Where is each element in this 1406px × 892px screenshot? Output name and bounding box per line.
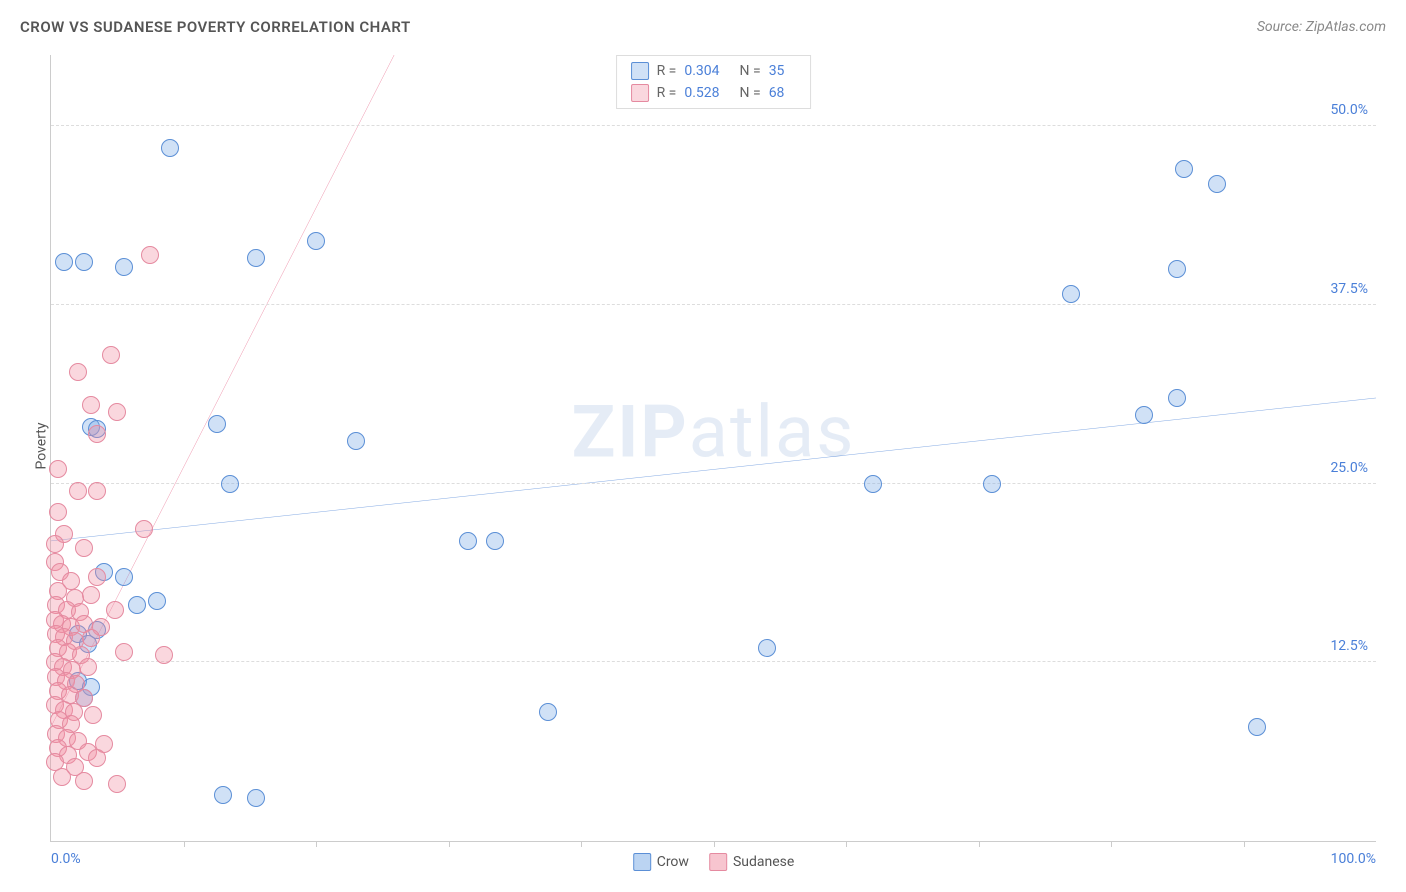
data-point <box>1168 389 1186 407</box>
data-point <box>49 460 67 478</box>
chart-header: CROW VS SUDANESE POVERTY CORRELATION CHA… <box>20 18 1386 36</box>
data-point <box>49 503 67 521</box>
data-point <box>214 786 232 804</box>
x-tick <box>316 841 317 847</box>
gridline <box>51 125 1376 126</box>
data-point <box>1062 285 1080 303</box>
legend-series: Crow Sudanese <box>633 853 795 871</box>
data-point <box>115 643 133 661</box>
data-point <box>46 535 64 553</box>
data-point <box>1208 175 1226 193</box>
data-point <box>115 568 133 586</box>
n-label: N = <box>740 63 761 79</box>
x-tick <box>184 841 185 847</box>
legend-row: R = 0.304 N = 35 <box>631 60 797 82</box>
gridline <box>51 661 1376 662</box>
x-tick <box>846 841 847 847</box>
data-point <box>88 568 106 586</box>
data-point <box>208 415 226 433</box>
gridline <box>51 304 1376 305</box>
legend-item: Crow <box>633 853 689 871</box>
data-point <box>75 539 93 557</box>
data-point <box>1175 160 1193 178</box>
chart-title: CROW VS SUDANESE POVERTY CORRELATION CHA… <box>20 18 411 36</box>
legend-label: Crow <box>657 854 689 870</box>
data-point <box>84 706 102 724</box>
data-point <box>82 629 100 647</box>
r-label: R = <box>657 63 677 79</box>
y-tick-label: 12.5% <box>1330 638 1368 654</box>
data-point <box>148 592 166 610</box>
legend-swatch <box>631 84 649 102</box>
data-point <box>88 749 106 767</box>
data-point <box>88 425 106 443</box>
data-point <box>75 772 93 790</box>
data-point <box>347 432 365 450</box>
x-tick <box>1244 841 1245 847</box>
data-point <box>108 775 126 793</box>
data-point <box>247 249 265 267</box>
data-point <box>69 482 87 500</box>
data-point <box>82 586 100 604</box>
legend-swatch <box>631 62 649 80</box>
legend-row: R = 0.528 N = 68 <box>631 82 797 104</box>
data-point <box>115 258 133 276</box>
x-tick <box>449 841 450 847</box>
legend-item: Sudanese <box>709 853 794 871</box>
gridline <box>51 483 1376 484</box>
x-tick <box>714 841 715 847</box>
x-min-label: 0.0% <box>51 851 81 867</box>
data-point <box>864 475 882 493</box>
x-tick <box>979 841 980 847</box>
r-label: R = <box>657 85 677 101</box>
chart-plot-area: ZIPatlas 12.5%25.0%37.5%50.0%0.0%100.0%R… <box>50 55 1376 842</box>
data-point <box>128 596 146 614</box>
data-point <box>69 363 87 381</box>
data-point <box>758 639 776 657</box>
legend-swatch <box>633 853 651 871</box>
data-point <box>307 232 325 250</box>
x-tick <box>1111 841 1112 847</box>
legend-swatch <box>709 853 727 871</box>
data-point <box>1168 260 1186 278</box>
data-point <box>88 482 106 500</box>
y-axis-label: Poverty <box>34 422 50 469</box>
data-point <box>135 520 153 538</box>
n-label: N = <box>740 85 761 101</box>
data-point <box>79 658 97 676</box>
n-value: 68 <box>769 85 785 101</box>
data-point <box>247 789 265 807</box>
data-point <box>1248 718 1266 736</box>
data-point <box>75 253 93 271</box>
legend-label: Sudanese <box>733 854 794 870</box>
y-tick-label: 50.0% <box>1330 102 1368 118</box>
data-point <box>155 646 173 664</box>
data-point <box>106 601 124 619</box>
data-point <box>459 532 477 550</box>
data-point <box>539 703 557 721</box>
data-point <box>108 403 126 421</box>
y-tick-label: 25.0% <box>1330 460 1368 476</box>
trend-line <box>51 398 1376 541</box>
data-point <box>221 475 239 493</box>
data-point <box>53 768 71 786</box>
x-max-label: 100.0% <box>1331 851 1376 867</box>
x-tick <box>581 841 582 847</box>
data-point <box>983 475 1001 493</box>
source-label: Source: ZipAtlas.com <box>1257 19 1386 35</box>
r-value: 0.304 <box>684 63 719 79</box>
data-point <box>161 139 179 157</box>
data-point <box>1135 406 1153 424</box>
n-value: 35 <box>769 63 785 79</box>
data-point <box>102 346 120 364</box>
r-value: 0.528 <box>684 85 719 101</box>
y-tick-label: 37.5% <box>1330 281 1368 297</box>
watermark: ZIPatlas <box>572 390 856 475</box>
data-point <box>55 253 73 271</box>
legend-correlation: R = 0.304 N = 35 R = 0.528 N = 68 <box>616 55 812 109</box>
data-point <box>486 532 504 550</box>
data-point <box>82 396 100 414</box>
data-point <box>141 246 159 264</box>
